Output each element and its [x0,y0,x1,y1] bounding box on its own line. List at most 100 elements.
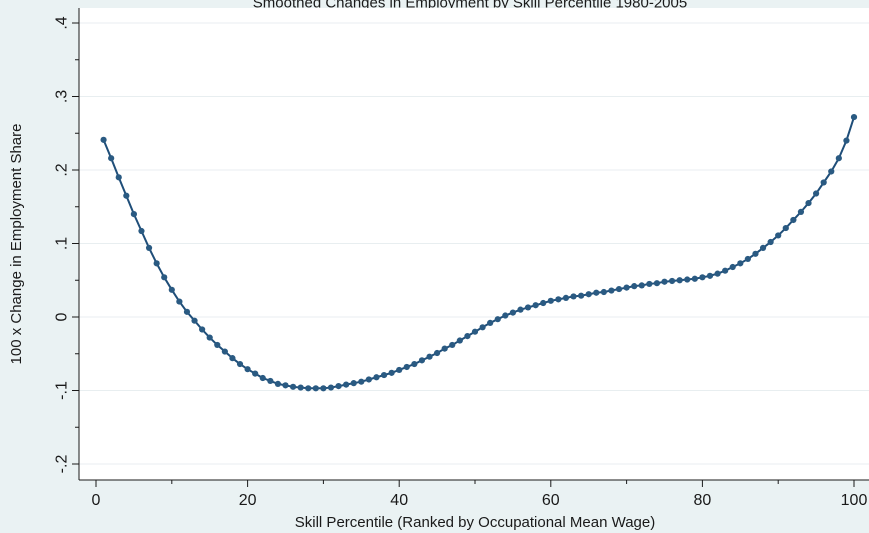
data-point [115,174,122,181]
data-point [312,385,319,392]
y-tick-label: .2 [54,163,71,176]
y-tick-label: .3 [54,90,71,103]
data-point [100,136,107,143]
data-point [706,272,714,279]
data-point [729,263,736,271]
data-point [653,280,661,287]
data-point [759,244,767,252]
data-point [820,179,827,186]
data-point [138,227,145,235]
data-point [744,255,751,263]
y-tick-label: .4 [54,16,71,29]
data-point [797,208,805,215]
data-point [396,366,403,374]
data-point [684,276,691,283]
data-point [737,260,744,267]
data-point [130,211,137,218]
data-point [714,270,721,277]
data-point [767,238,774,246]
data-series [100,113,858,392]
data-point [813,190,820,197]
x-tick-label: 40 [390,492,408,509]
data-point [199,326,206,333]
y-tick-label: 0 [54,312,71,321]
data-point [593,289,600,296]
gridlines [79,22,869,465]
data-point [562,294,570,301]
data-point [403,363,410,371]
data-point [221,348,228,355]
data-point [805,199,812,207]
data-point [441,345,448,352]
chart-title: Smoothed Changes in Employment by Skill … [253,0,687,12]
y-tick-label: -.1 [54,381,71,400]
data-point [646,280,653,288]
data-point [418,357,426,364]
data-point [691,275,698,282]
data-point [411,360,418,368]
data-point [236,360,244,368]
data-point [464,333,471,340]
data-point [850,113,858,121]
data-point [145,244,153,252]
data-point [183,308,191,315]
data-point [722,267,729,274]
data-point [578,292,585,299]
x-tick-label: 20 [239,492,257,509]
data-point [388,369,395,376]
data-point [358,378,365,385]
y-axis-label: 100 x Change in Employment Share [8,124,25,365]
data-point [153,260,160,267]
data-point [365,376,372,383]
data-point [540,299,547,307]
data-point [775,232,782,239]
data-point [615,285,623,293]
data-point [517,306,524,313]
data-point [782,224,789,232]
data-point [327,384,335,391]
data-point [108,155,115,162]
data-point [524,304,532,311]
x-tick-label: 80 [694,492,712,509]
data-point [297,384,304,391]
data-point [843,137,850,144]
data-point [252,370,259,377]
data-point [168,286,175,293]
data-point [532,302,539,309]
data-point [267,377,274,385]
x-tick-label: 0 [92,492,101,509]
data-point [494,316,501,323]
data-point [699,274,706,281]
data-point [623,284,630,291]
axis-ticks: -.2 -.1 0 .1 .2 .3 .4 0 20 40 60 80 100 [54,16,868,509]
data-point [502,312,509,319]
data-point [206,334,213,341]
data-point [790,216,797,224]
data-point [426,353,433,360]
data-point [555,296,562,303]
data-point [487,319,494,326]
y-tick-label: .1 [54,237,71,250]
data-point [380,371,388,379]
data-point [350,380,357,387]
data-point [668,277,676,285]
data-point [282,382,289,389]
data-point [835,155,842,162]
data-point [752,250,759,257]
data-point [449,341,456,349]
series-line [102,116,855,390]
data-point [471,328,479,335]
data-point [456,337,463,344]
data-point [434,349,441,357]
data-point [676,277,683,284]
data-point [661,278,668,285]
data-point [259,374,266,382]
x-tick-label: 60 [542,492,560,509]
data-point [509,309,516,316]
data-point [547,297,554,304]
data-point [600,288,607,296]
data-point [123,192,130,199]
data-point [570,293,577,300]
data-point [638,282,645,289]
